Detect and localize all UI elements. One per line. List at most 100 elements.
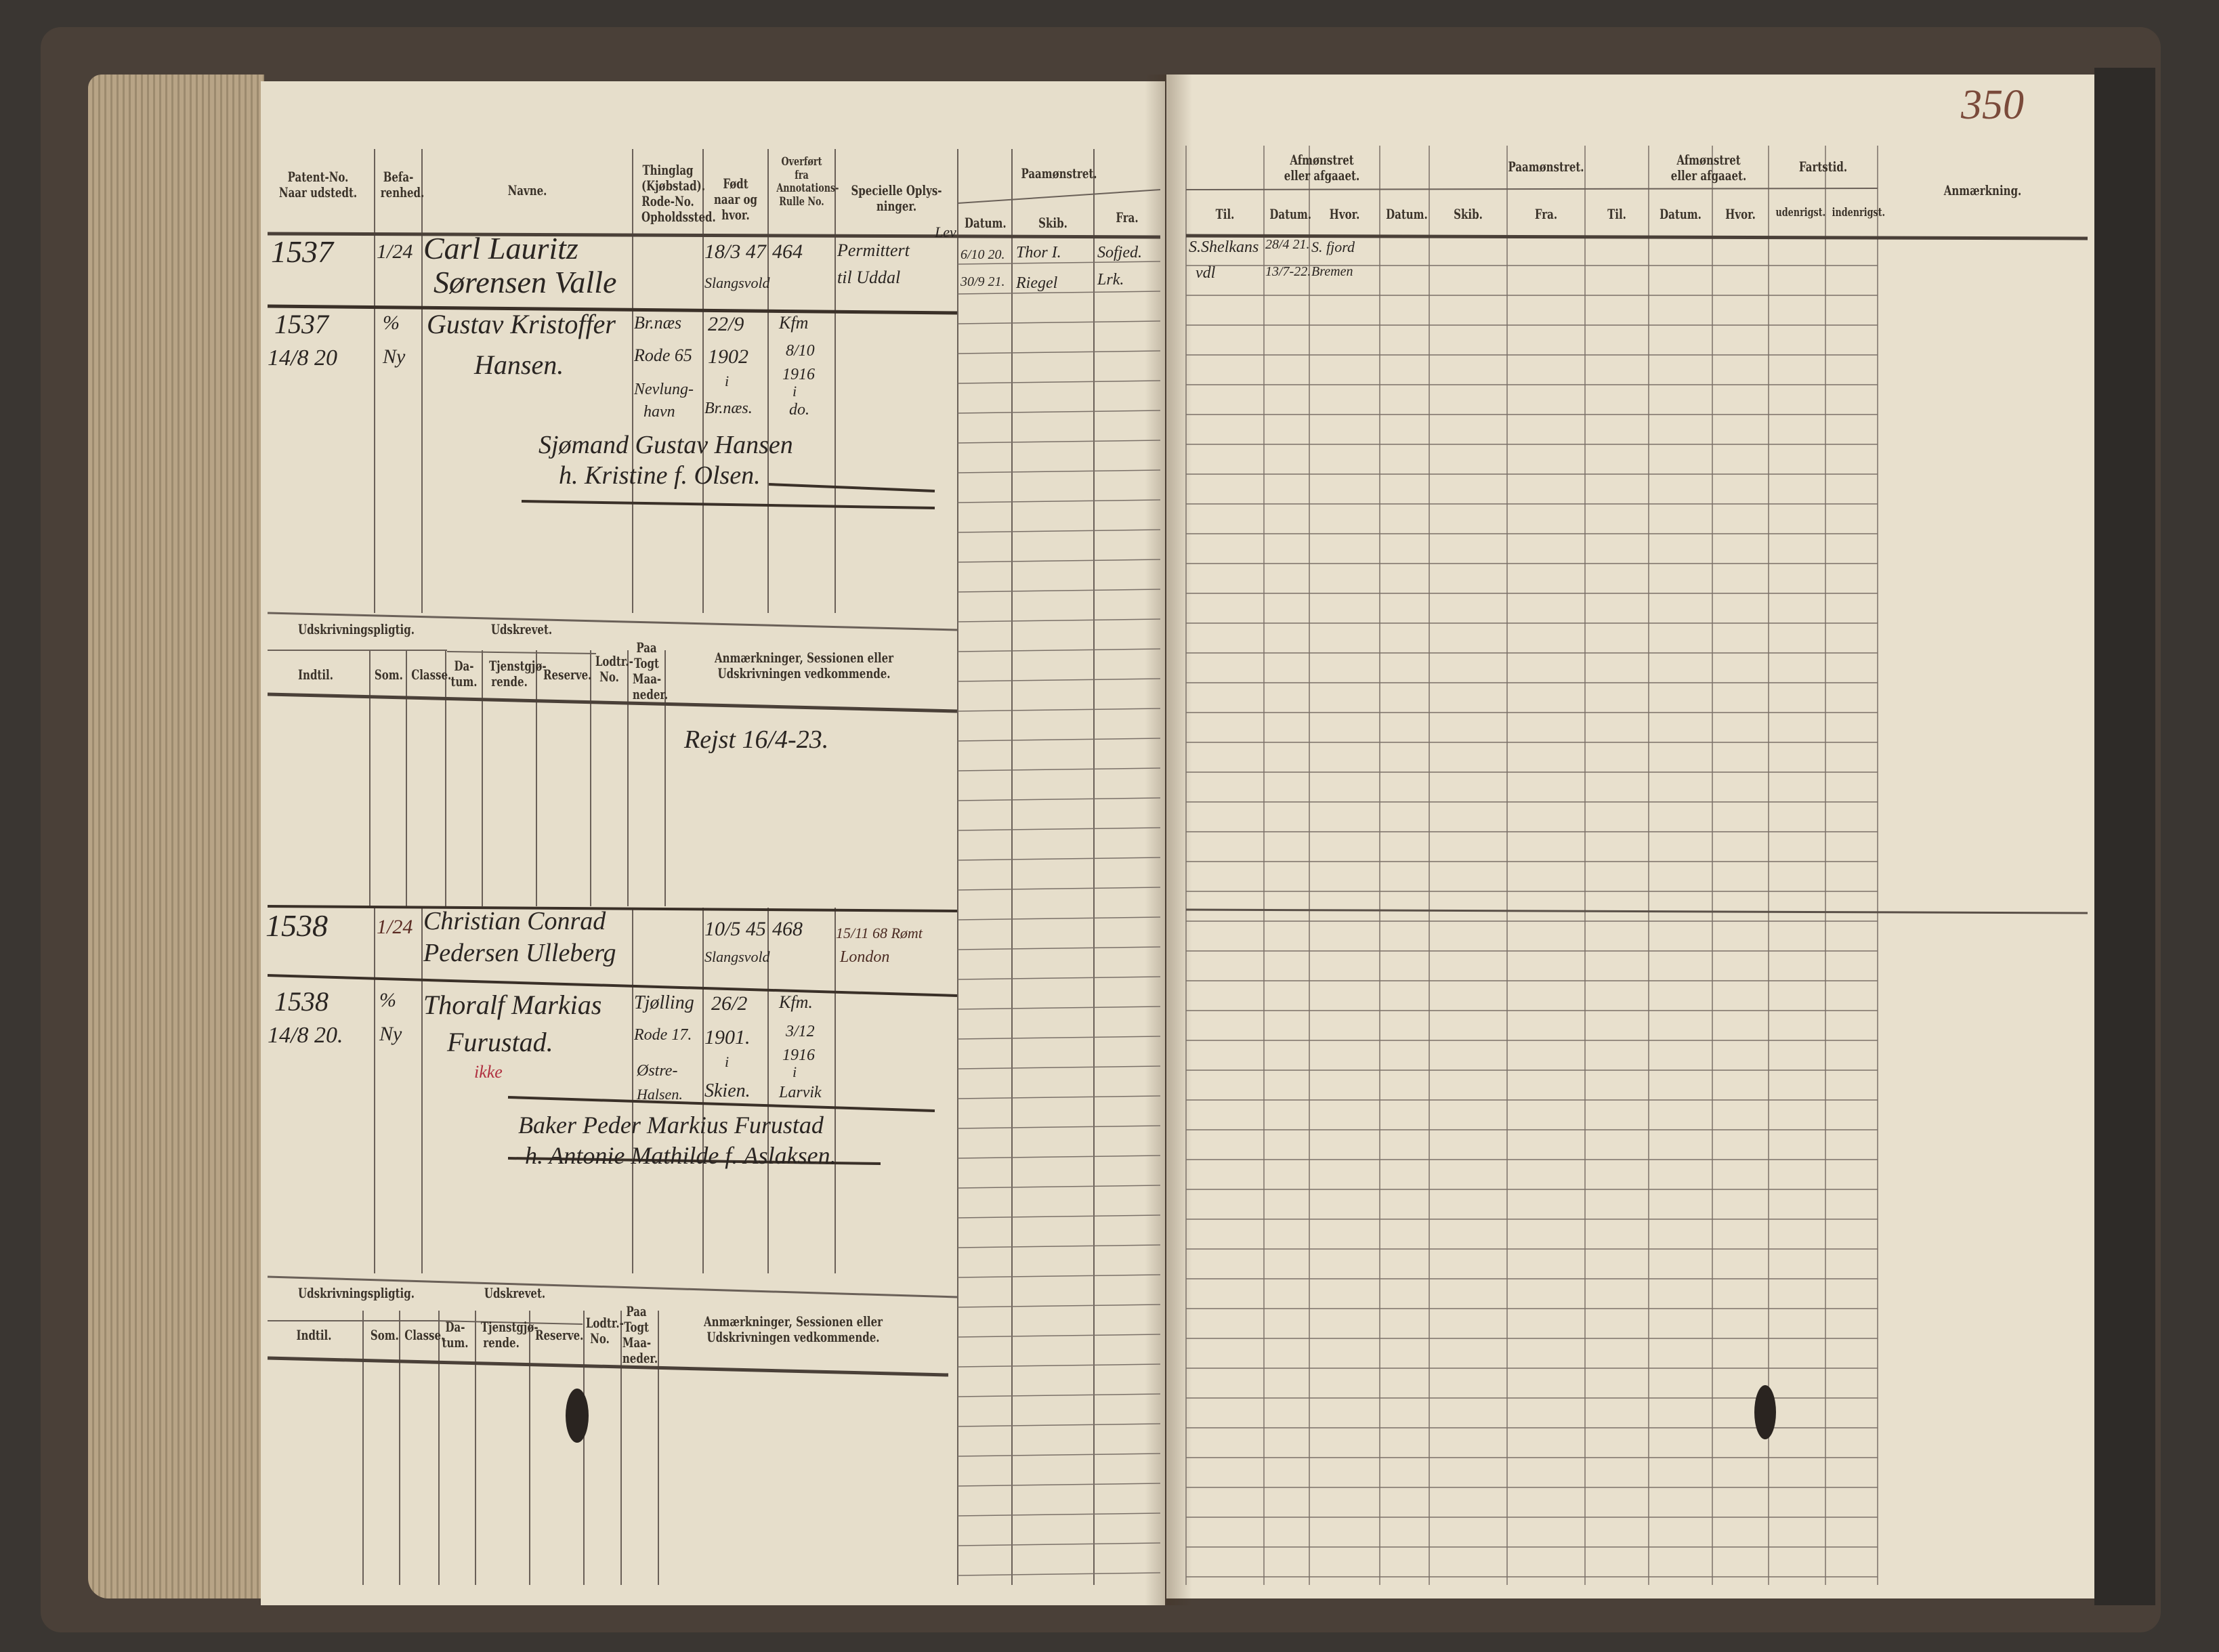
entry-befarenhed-1: % [383, 312, 400, 334]
entry-name-1: Gustav Kristoffer [427, 309, 616, 339]
fodt-4: Skien. [704, 1080, 751, 1101]
rule-line [957, 589, 1161, 593]
entry-name-1: Carl Lauritz [423, 231, 578, 266]
header-afmonstret-2: Afmønstret eller afgaaet. [1670, 152, 1747, 184]
sub-header-reserve: Reserve. [535, 1327, 584, 1343]
spec-4: i [792, 383, 797, 400]
sub-header-anmaerkninger: Anmærkninger, Sessionen eller Udskrivnin… [703, 1313, 883, 1345]
spec-2: 3/12 [786, 1023, 815, 1040]
rule-line [957, 261, 1161, 265]
fodt-2: 1902 [708, 345, 748, 368]
rule-line [267, 905, 958, 912]
entry-fodt-2: Slangsvold [704, 948, 770, 965]
rule-line [267, 1356, 949, 1377]
rule-line [267, 304, 958, 315]
sub-header-indtil: Indtil. [296, 1327, 332, 1343]
ink-blot [566, 1389, 589, 1443]
rule-line [957, 469, 1161, 473]
right-entry-hvor: S. fjord [1311, 238, 1355, 255]
right-entry-datum: 28/4 21. [1265, 237, 1310, 252]
fodt-1: 26/2 [711, 992, 748, 1015]
rule-line [507, 1157, 881, 1165]
entry-name-2: Hansen. [474, 350, 564, 380]
entry-name-2: Furustad. [447, 1027, 553, 1057]
parents-2: h. Antonie Mathilde f. Aslaksen. [525, 1142, 837, 1169]
rule-line [957, 1304, 1161, 1308]
rule-line [957, 1125, 1161, 1129]
remark-rejst: Rejst 16/4-23. [684, 725, 829, 754]
header-paamonstret: Paamønstret. [1508, 158, 1584, 175]
header-navne: Navne. [507, 182, 547, 198]
header-til: Til. [1215, 206, 1235, 222]
spec-3: 1916 [782, 366, 815, 383]
rule-line [1185, 234, 2088, 240]
entry-befarenhed-1: % [379, 989, 396, 1011]
rule-line [957, 1453, 1161, 1457]
paa-skib-2: Riegel [1016, 274, 1058, 292]
entry-specielle-2: til Uddal [837, 268, 901, 287]
sub-header-udskrivningspligtig: Udskrivningspligtig. [298, 1285, 415, 1301]
thinglag-2: Rode 65 [634, 345, 692, 365]
header-hvor: Hvor. [1725, 206, 1756, 222]
rule-line [957, 1065, 1161, 1069]
rule-line [957, 857, 1161, 861]
thinglag-1: Br.næs [634, 313, 682, 333]
spec-5: Larvik [779, 1084, 822, 1101]
rule-line [957, 559, 1161, 563]
rule-line [957, 708, 1161, 712]
thinglag-3: Østre- [637, 1062, 678, 1080]
header-specielle: Specielle Oplys-ninger. [851, 182, 942, 214]
left-page [261, 81, 1165, 1605]
rule-line [957, 1512, 1161, 1517]
rule-line [957, 1393, 1161, 1397]
rule-line [957, 189, 1161, 204]
rule-line [521, 500, 935, 509]
rule-line [957, 738, 1161, 742]
sub-header-classe: Classe. [404, 1327, 445, 1343]
entry-patent: 1537 [271, 234, 333, 269]
right-page [1166, 75, 2094, 1598]
header-thinglag: Thinglag (Kjøbstad). Rode-No. Opholdsste… [641, 162, 716, 225]
header-fartstid: Fartstid. [1798, 158, 1848, 175]
sub-header-som: Som. [370, 1327, 399, 1343]
rule-line [957, 618, 1161, 622]
sub-header-lodtr: Lodtr.-No. [595, 653, 633, 685]
entry-patent-1: 1537 [274, 309, 329, 339]
header-afmonstret-1: Afmønstret eller afgaaet. [1284, 152, 1360, 184]
rule-line [957, 1274, 1161, 1278]
rule-line [957, 1185, 1161, 1189]
spec-1: Kfm [779, 313, 809, 333]
header-datum: Datum. [965, 215, 1007, 231]
sub-header-anmaerkninger: Anmærkninger, Sessionen eller Udskrivnin… [714, 650, 894, 681]
rule-line [957, 827, 1161, 831]
entry-specielle-2: London [840, 948, 890, 966]
entry-name-1: Thoralf Markias [423, 990, 602, 1020]
spec-1: Kfm. [779, 992, 813, 1012]
sub-header-udskrevet: Udskrevet. [484, 1285, 546, 1301]
sub-header-classe: Classe. [411, 666, 452, 683]
spec-2: 8/10 [786, 342, 815, 360]
rule-line [957, 350, 1161, 354]
entry-befarenhed: 1/24 [377, 916, 413, 938]
right-entry-datum: 13/7-22. [1265, 264, 1311, 279]
header-datum: Datum. [1660, 206, 1702, 222]
parents-1: Baker Peder Markius Furustad [518, 1111, 824, 1139]
sub-header-paa-togt: Paa Togt Maa-neder. [622, 1303, 658, 1366]
rule-line [957, 1095, 1161, 1099]
sub-header-udskrevet: Udskrevet. [490, 621, 553, 637]
thinglag-4: Halsen. [637, 1086, 683, 1103]
entry-overfort: 468 [772, 918, 803, 940]
entry-patent-1: 1538 [274, 986, 329, 1017]
thinglag-1: Tjølling [634, 992, 694, 1013]
rule-line [957, 767, 1161, 771]
rule-line [957, 887, 1161, 891]
entry-fodt-1: 18/3 47 [704, 240, 766, 263]
header-datum: Datum. [1386, 206, 1428, 222]
entry-overfort: 464 [772, 240, 803, 263]
rule-line [957, 946, 1161, 950]
header-paamonstret: Paamønstret. [1021, 165, 1097, 182]
rule-line [446, 651, 597, 654]
header-anmaerkning: Anmærkning. [1943, 182, 2022, 198]
entry-fodt-1: 10/5 45 [704, 918, 766, 940]
rule-line [267, 692, 958, 713]
